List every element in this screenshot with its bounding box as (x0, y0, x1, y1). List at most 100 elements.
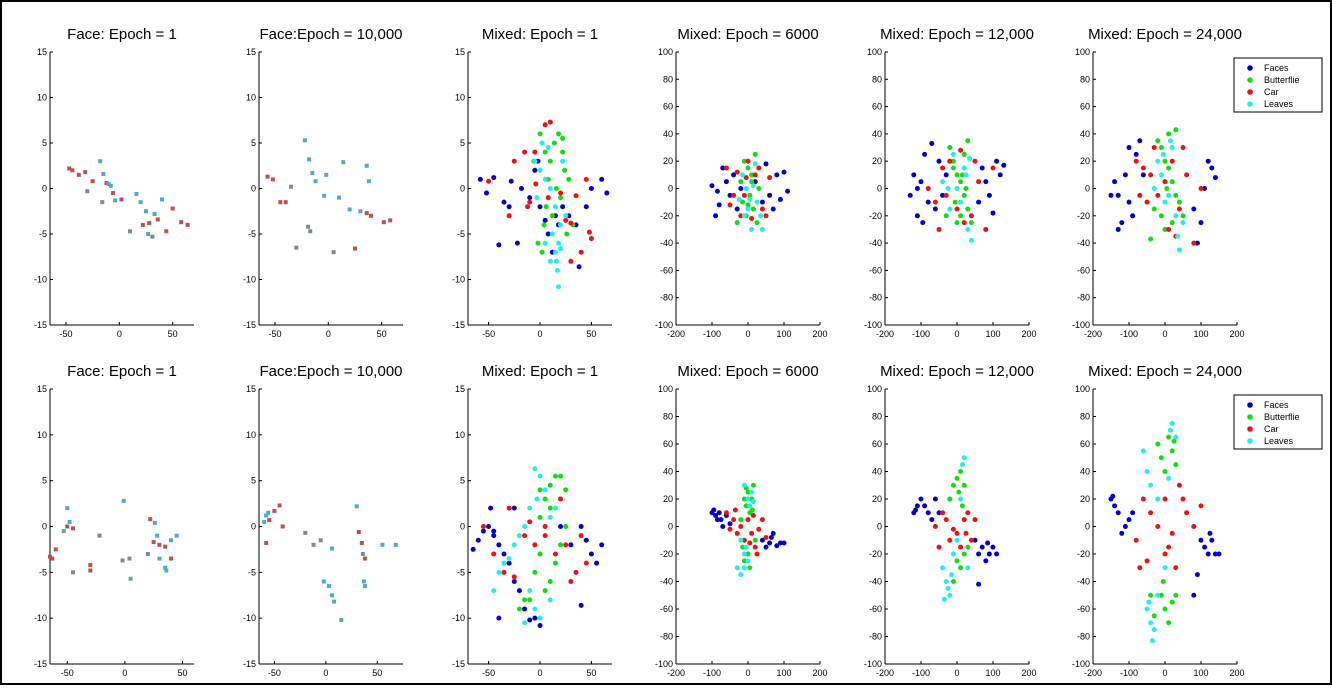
x-tick-label: 200 (1229, 668, 1244, 678)
data-point (588, 236, 594, 242)
data-point (583, 560, 589, 566)
data-point (1209, 165, 1215, 171)
data-point (337, 195, 341, 200)
y-tick-label: 20 (872, 156, 882, 166)
legend-label: Faces (1264, 63, 1289, 73)
data-point (967, 155, 973, 161)
x-tick-label: -200 (1084, 668, 1102, 678)
data-point (958, 469, 964, 474)
data-point (1166, 226, 1172, 232)
data-point (150, 234, 155, 239)
data-point (907, 192, 913, 198)
x-tick-label: -100 (1120, 329, 1138, 339)
data-point (539, 249, 545, 255)
data-point (155, 533, 160, 538)
legend-marker (1247, 101, 1253, 107)
y-tick-label: -100 (1072, 320, 1090, 330)
data-point (734, 206, 740, 212)
chart-title: Face:Epoch = 10,000 (259, 26, 402, 43)
data-point (1191, 592, 1197, 598)
data-point (48, 554, 52, 559)
data-point (947, 592, 953, 598)
data-point (1130, 213, 1136, 219)
x-tick-label: 200 (1021, 668, 1036, 678)
data-point (745, 158, 751, 164)
data-point (1202, 186, 1208, 191)
data-point (741, 565, 747, 571)
data-point (1162, 565, 1168, 571)
y-tick-label: 10 (246, 93, 256, 103)
data-point (743, 186, 749, 191)
x-tick-label: 100 (1193, 329, 1208, 339)
data-point (747, 565, 753, 571)
data-point (759, 537, 765, 543)
data-point (578, 524, 584, 529)
data-point (491, 175, 497, 181)
data-point (714, 517, 720, 523)
y-tick-label: -15 (34, 659, 47, 669)
y-tick-label: 80 (663, 74, 673, 84)
data-point (1160, 579, 1166, 584)
data-point (542, 524, 548, 529)
data-point (976, 581, 982, 587)
y-tick-label: -40 (660, 238, 673, 248)
data-point (551, 140, 557, 146)
data-point (1151, 186, 1157, 191)
y-tick-label: 15 (246, 47, 256, 57)
data-point (527, 588, 533, 594)
data-point (1176, 482, 1182, 488)
data-point (140, 222, 145, 227)
data-point (990, 210, 996, 216)
x-tick-label: 50 (372, 668, 382, 678)
data-point (950, 165, 956, 171)
data-point (170, 206, 175, 211)
data-point (552, 560, 558, 566)
y-tick-label: -5 (39, 229, 47, 239)
y-tick-label: 20 (663, 156, 673, 166)
data-point (925, 199, 931, 205)
data-point (560, 158, 566, 164)
data-point (552, 505, 558, 511)
data-point (749, 507, 755, 513)
y-tick-label: 40 (872, 467, 882, 477)
data-point (1130, 510, 1136, 516)
data-point (267, 518, 272, 523)
data-point (963, 186, 969, 191)
data-point (745, 165, 751, 171)
data-point (1180, 145, 1186, 151)
data-point (488, 505, 494, 511)
data-point (727, 526, 733, 532)
x-tick-label: -50 (59, 329, 72, 339)
data-point (106, 181, 111, 186)
data-point (925, 510, 931, 516)
data-point (568, 542, 574, 548)
y-tick-label: 15 (455, 47, 465, 57)
data-point (756, 526, 762, 532)
data-point (1169, 179, 1175, 185)
data-point (560, 135, 566, 141)
data-point (911, 172, 917, 178)
data-point (963, 172, 969, 178)
data-point (496, 242, 502, 248)
data-point (1191, 240, 1197, 246)
data-point (541, 222, 547, 228)
data-point (475, 537, 481, 543)
data-point (1155, 158, 1161, 164)
x-tick-label: 200 (1229, 329, 1244, 339)
data-point (558, 524, 564, 529)
data-point (763, 544, 769, 550)
data-point (157, 556, 162, 561)
data-point (947, 158, 953, 164)
data-point (932, 199, 938, 205)
data-point (1126, 517, 1132, 523)
chart-title: Mixed: Epoch = 12,000 (880, 26, 1034, 43)
data-point (324, 172, 329, 177)
data-point (972, 517, 978, 523)
data-point (767, 192, 773, 198)
data-point (1110, 493, 1116, 499)
data-point (542, 496, 548, 502)
data-point (164, 568, 169, 573)
data-point (1169, 158, 1175, 164)
data-point (522, 620, 528, 626)
data-point (1144, 199, 1150, 205)
